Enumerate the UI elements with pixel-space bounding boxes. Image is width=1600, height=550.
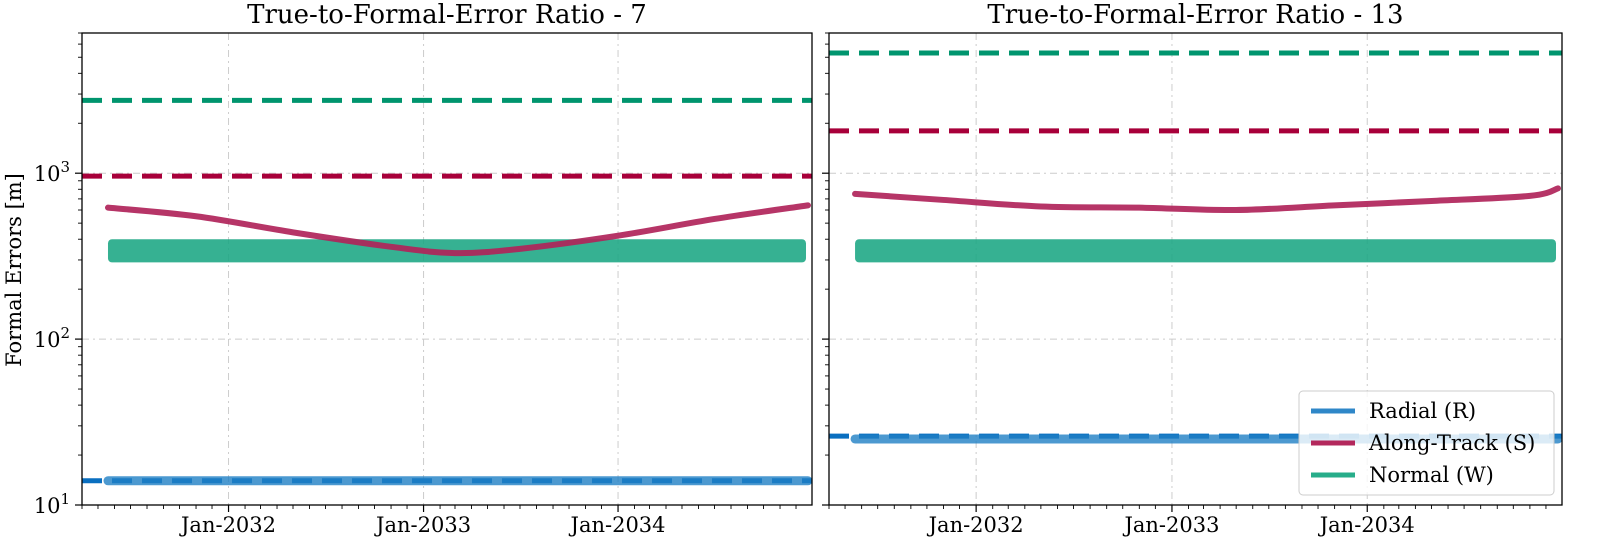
chart-title: True-to-Formal-Error Ratio - 13 — [987, 0, 1403, 30]
x-tick-label: Jan-2032 — [179, 513, 276, 537]
x-tick-label: Jan-2033 — [374, 513, 471, 537]
series-along-track-line — [104, 202, 811, 257]
chart-panel-1: 101 102 103 Jan-2032 Jan-2033 Jan-2034 True-to… — [34, 0, 813, 537]
plot-area — [829, 50, 1562, 444]
series-normal-band — [855, 239, 1556, 263]
legend-box — [1298, 390, 1555, 496]
plot-area — [82, 97, 812, 486]
plot-frame — [81, 32, 813, 506]
legend: Radial (R) Along-Track (S) Normal (W) — [1298, 390, 1555, 496]
chart-panel-2: Jan-2032 Jan-2033 Jan-2034 True-to-Formal-E… — [822, 0, 1563, 537]
x-tick-label: Jan-2032 — [927, 513, 1024, 537]
x-tick-label: Jan-2034 — [569, 513, 666, 537]
series-along-track-line — [852, 185, 1561, 214]
chart-title: True-to-Formal-Error Ratio - 7 — [247, 0, 647, 30]
legend-label-1: Radial (R) — [1369, 399, 1476, 423]
legend-label-3: Normal (W) — [1369, 463, 1494, 487]
chart-panels: 101 102 103 Jan-2032 Jan-2033 Jan-2034 True-to… — [34, 0, 1563, 537]
x-tick-label: Jan-2034 — [1318, 513, 1415, 537]
x-tick-label: Jan-2033 — [1122, 513, 1219, 537]
y-tick-label: 101 — [34, 490, 70, 518]
plot-frame — [828, 32, 1563, 506]
y-tick-label: 103 — [34, 158, 70, 186]
y-axis-label: Formal Errors [m] — [2, 173, 26, 367]
y-tick-label: 102 — [34, 324, 70, 352]
legend-label-2: Along-Track (S) — [1368, 431, 1535, 455]
